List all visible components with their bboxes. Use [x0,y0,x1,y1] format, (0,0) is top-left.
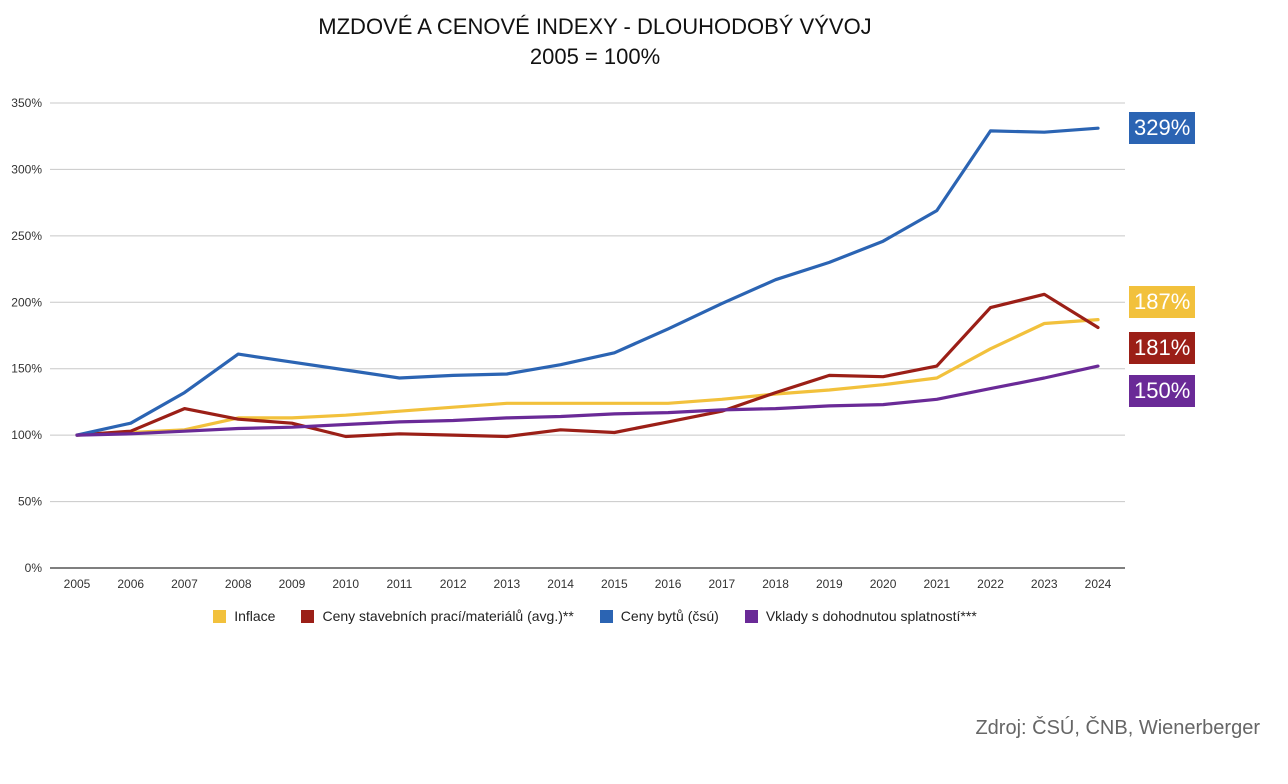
legend-swatch-vklady [744,609,758,623]
legend-item-inflace: Inflace [213,608,275,624]
x-tick-label: 2020 [870,577,897,591]
y-tick-label: 150% [11,362,42,376]
legend-label-inflace: Inflace [234,608,276,624]
x-tick-label: 2022 [977,577,1004,591]
legend-swatch-inflace [213,609,227,623]
series-line-byty [75,126,1100,437]
x-tick-label: 2016 [655,577,682,591]
legend-item-stavebni: Ceny stavebních prací/materiálů (avg.)** [301,608,574,624]
legend-item-vklady: Vklady s dohodnutou splatností*** [744,608,977,624]
x-tick-label: 2012 [440,577,467,591]
source-note: Zdroj: ČSÚ, ČNB, Wienerberger [975,717,1260,739]
x-tick-label: 2024 [1085,577,1112,591]
x-tick-label: 2011 [387,577,413,591]
x-tick-label: 2008 [225,577,252,591]
x-tick-label: 2015 [601,577,628,591]
y-tick-label: 200% [11,295,42,309]
chart-subtitle: 2005 = 100% [529,44,661,69]
legend-item-byty: Ceny bytů (čsú) [599,608,719,624]
x-tick-label: 2021 [923,577,950,591]
legend: Inflace Ceny stavebních prací/materiálů … [0,608,1190,624]
legend-label-vklady: Vklady s dohodnutou splatností*** [765,608,977,624]
x-tick-label: 2023 [1031,577,1058,591]
x-tick-label: 2007 [171,577,198,591]
x-tick-label: 2019 [816,577,843,591]
y-tick-label: 50% [18,495,42,509]
y-tick-label: 100% [11,428,42,442]
legend-swatch-byty [599,609,613,623]
end-label-inflace: 187% [1129,286,1196,318]
series-line-inflace [75,318,1100,437]
series-line-vklady [75,364,1100,437]
x-tick-label: 2005 [64,577,91,591]
end-label-vklady: 150% [1129,375,1196,407]
end-label-byty: 329% [1129,112,1196,144]
x-tick-label: 2018 [762,577,789,591]
end-label-stavebni: 181% [1129,332,1196,364]
y-tick-label: 250% [11,229,42,243]
x-tick-label: 2014 [547,577,574,591]
legend-swatch-stavebni [301,609,315,623]
y-tick-label: 300% [11,162,42,176]
series-line-stavebni [75,292,1100,439]
chart-title: MZDOVÉ A CENOVÉ INDEXY - DLOUHODOBÝ VÝVO… [318,14,872,39]
x-tick-label: 2013 [494,577,521,591]
legend-label-stavebni: Ceny stavebních prací/materiálů (avg.)** [322,608,574,624]
x-tick-label: 2017 [708,577,735,591]
y-tick-label: 0% [25,561,43,575]
x-tick-label: 2009 [279,577,306,591]
x-tick-label: 2006 [117,577,144,591]
x-tick-label: 2010 [332,577,359,591]
y-tick-label: 350% [11,96,42,110]
legend-label-byty: Ceny bytů (čsú) [620,608,719,624]
